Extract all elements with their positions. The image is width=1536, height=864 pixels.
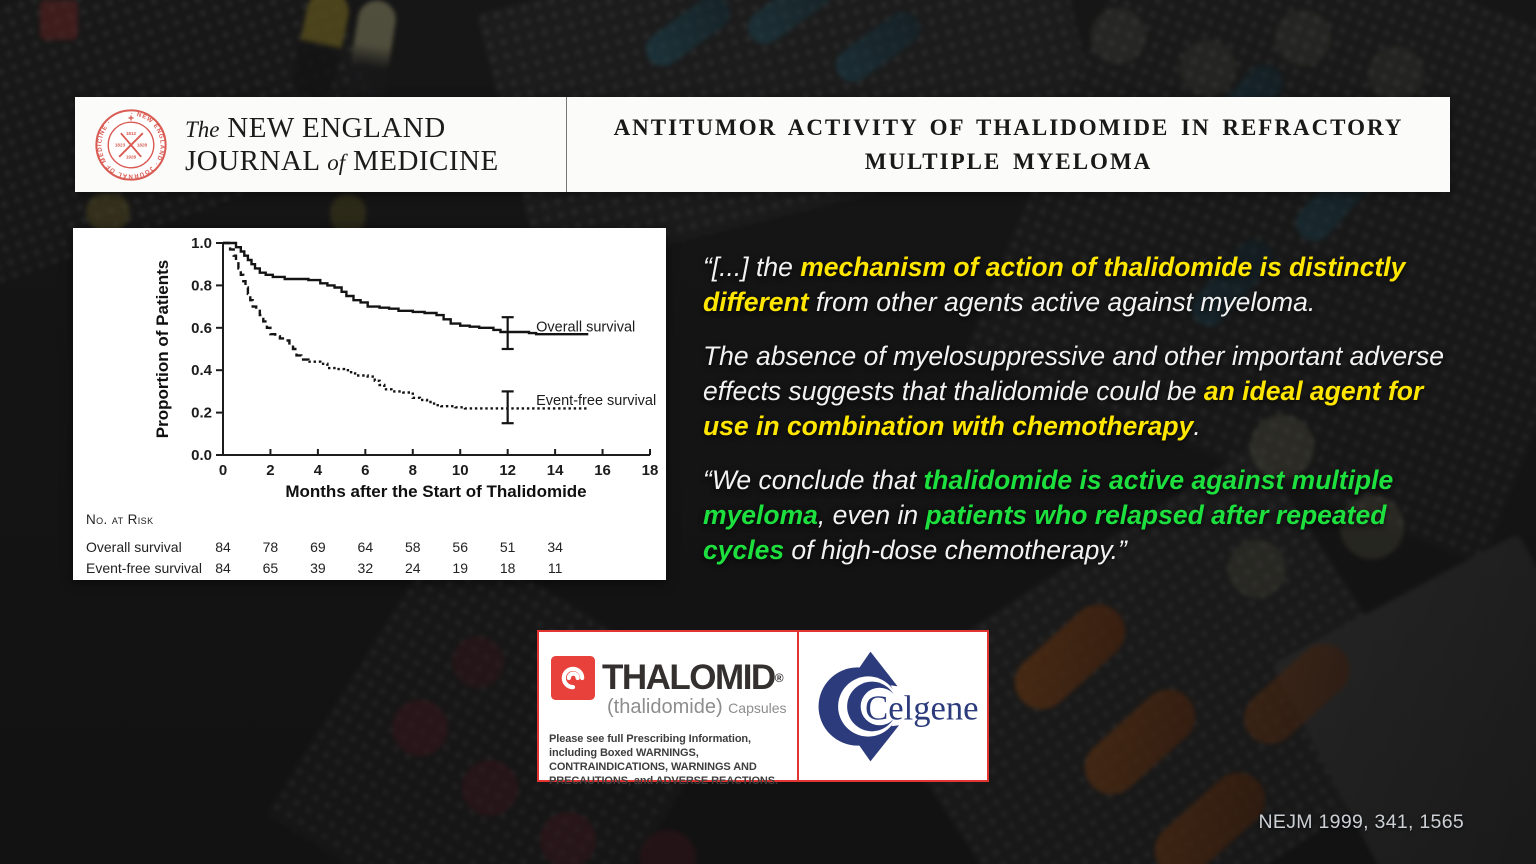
seal-caduceus [118,132,144,157]
quote-run: of high-dose chemotherapy.” [784,535,1127,565]
at-risk-value: 69 [310,539,326,555]
thalomid-form: Capsules [728,700,787,716]
thalomid-brand-name: THALOMID® [602,658,784,697]
quote-run: “We conclude that [703,465,924,495]
at-risk-value: 32 [358,560,374,576]
y-tick-label: 0.2 [191,405,212,422]
at-risk-value: 19 [452,560,468,576]
x-tick-label: 6 [361,462,369,479]
seal-cross-icon [128,114,134,121]
quote-run: thalidomide is active against multiple m… [703,465,1394,530]
curve-event-free-survival [308,360,589,410]
at-risk-title: No. at Risk [86,512,154,527]
prescribing-disclaimer: Please see full Prescribing Information,… [549,733,778,788]
journal-masthead: · NEW ENGLAND · JOURNAL OF MEDICINE · 18… [75,97,567,192]
at-risk-value: 24 [405,560,421,576]
kaplan-meier-chart: 0.00.20.40.60.81.00 2 4 6 8 10 12 14 16 18Proport… [86,235,659,576]
curve-label: Event-free survival [536,393,656,409]
seal-date: 1828 [137,142,148,147]
thalomid-generic-name: (thalidomide) Capsules [607,696,787,718]
at-risk-value: 56 [452,539,468,555]
survival-figure-panel: 0.0 0.2 0.4 0.6 0.8 1.0 0 2 4 6 8 10 12 14 16 18 Proport… [73,228,666,580]
y-tick-label: 0.4 [191,362,213,379]
y-axis-title: Proportion of Patients [153,260,172,439]
curve-overall-survival [223,241,589,336]
quote-run: “[...] the [703,252,801,282]
x-tick-label: 8 [409,462,417,479]
quote-run: . [1193,411,1201,441]
x-tick-label: 12 [499,462,516,479]
x-axis-title: Months after the Start of Thalidomide [285,482,586,501]
quote-paragraph: “[...] the mechanism of action of thalid… [703,250,1467,320]
brand-box: THALOMID® (thalidomide) Capsules Please … [537,630,989,787]
at-risk-value: 84 [215,560,231,576]
quote-run: , even in [817,500,926,530]
curve-event-free-survival [223,241,310,362]
quote-run: mechanism of action of thalidomide is di… [703,252,1406,317]
paper-title: ANTITUMOR ACTIVITY OF THALIDOMIDE IN REF… [567,97,1450,192]
celgene-logo: Celgene [818,651,978,761]
y-tick-label: 0.0 [191,447,212,464]
y-tick-label: 1.0 [191,235,212,252]
at-risk-row-label: Event-free survival [86,560,202,576]
thalomid-logo: THALOMID® [551,656,787,700]
quote-block: “[...] the mechanism of action of thalid… [703,250,1467,587]
quote-paragraph: “We conclude that thalidomide is active … [703,463,1467,568]
at-risk-value: 78 [263,539,279,555]
at-risk-value: 39 [310,560,326,576]
y-tick-label: 0.6 [191,320,212,337]
at-risk-value: 84 [215,539,231,555]
nejm-seal-logo: · NEW ENGLAND · JOURNAL OF MEDICINE · 18… [95,108,167,181]
celgene-wordmark: Celgene [865,689,978,727]
quote-run: The absence of myelosuppressive and othe… [703,341,1444,406]
paper-title-line: ANTITUMOR ACTIVITY OF THALIDOMIDE IN REF… [613,115,1404,141]
seal-date: 1823 [115,142,126,147]
y-tick-label: 0.8 [191,277,212,294]
curve-label: Overall survival [536,320,635,336]
thalomid-panel: THALOMID® (thalidomide) Capsules Please … [539,632,799,787]
registered-mark: ® [774,671,784,685]
x-tick-label: 4 [314,462,323,479]
x-tick-label: 14 [547,462,564,479]
at-risk-value: 34 [547,539,563,555]
at-risk-row-label: Overall survival [86,539,182,555]
journal-wordmark: The NEW ENGLAND JOURNAL of MEDICINE [185,112,499,177]
thalomid-swirl-icon [551,656,595,700]
at-risk-value: 11 [548,560,563,576]
x-tick-label: 2 [266,462,274,479]
quote-run: an ideal agent for use in combination wi… [703,376,1424,441]
celgene-panel: Celgene [799,632,987,780]
at-risk-value: 51 [500,539,516,555]
x-tick-label: 10 [452,462,469,479]
at-risk-value: 64 [358,539,374,555]
quote-run: patients who relapsed after repeated cyc… [703,500,1387,565]
x-tick-label: 16 [594,462,611,479]
seal-date: 1812 [126,130,137,135]
header-bar: · NEW ENGLAND · JOURNAL OF MEDICINE · 18… [75,97,1450,192]
x-tick-label: 0 [219,462,227,479]
quote-paragraph: The absence of myelosuppressive and othe… [703,339,1467,444]
paper-title-line: MULTIPLE MYELOMA [864,148,1153,174]
x-tick-label: 18 [642,462,659,479]
quote-run: from other agents active against myeloma… [808,287,1316,317]
at-risk-value: 65 [263,560,279,576]
seal-date: 1928 [126,154,137,159]
at-risk-value: 58 [405,539,421,555]
at-risk-value: 18 [500,560,516,576]
citation: NEJM 1999, 341, 1565 [1258,811,1464,833]
